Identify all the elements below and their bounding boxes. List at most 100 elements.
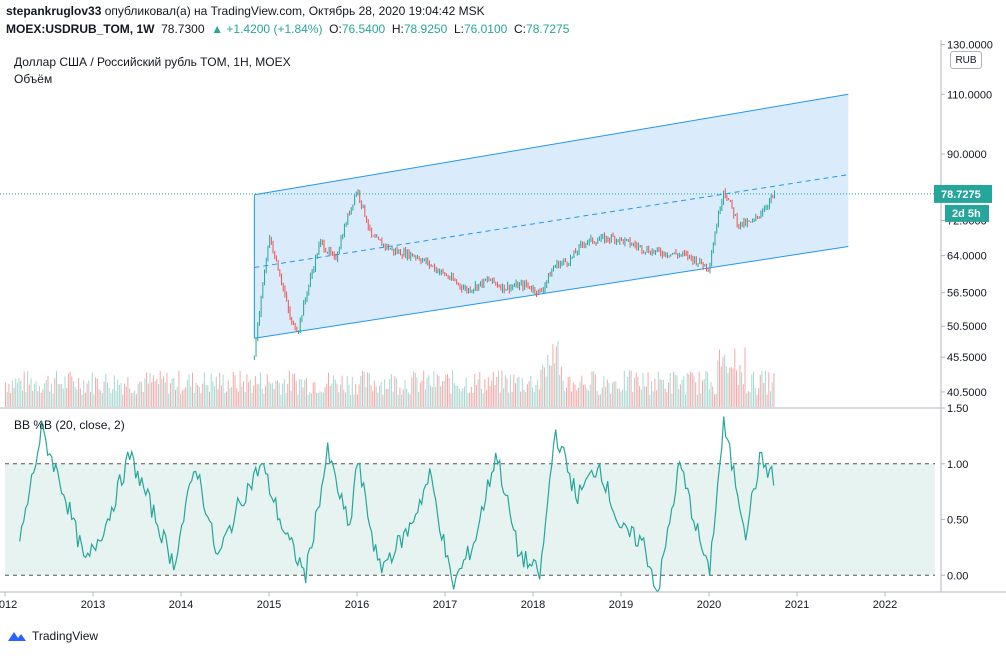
volume-bar [761,370,763,407]
volume-bar [671,393,673,407]
volume-bar [747,391,749,407]
volume-bar [472,393,474,407]
volume-bar [492,372,494,407]
volume-bar [486,390,488,407]
volume-bar [156,379,158,407]
volume-bar [93,394,95,407]
volume-bar [722,357,724,407]
volume-bar [758,388,760,407]
volume-bar [413,371,414,407]
volume-bar [292,373,294,407]
volume-bar [127,377,129,407]
volume-bar [613,381,615,407]
volume-bar [462,388,464,407]
volume-bar [504,375,506,407]
volume-bar [176,387,178,407]
volume-bar [273,388,275,407]
author-name[interactable]: stepankruglov33 [6,4,102,18]
volume-bar [411,377,413,407]
currency-badge[interactable]: RUB [950,51,982,69]
volume-bar [132,392,134,407]
volume-bar [368,373,370,407]
volume-bar [265,386,267,407]
price-channel[interactable] [253,93,849,339]
volume-bar [79,388,81,407]
volume-bar [681,379,683,407]
volume-bar [523,389,525,407]
volume-bar [112,389,114,407]
volume-bar [535,385,537,407]
volume-bar [686,373,688,407]
volume-bar [33,383,35,407]
volume-bar [69,371,71,407]
volume-bar [739,365,741,407]
volume-bar [96,378,98,407]
volume-bar [331,383,333,407]
footer-brand[interactable]: TradingView [6,628,98,644]
volume-bar [370,385,372,407]
volume-bar [190,386,192,407]
symbol-label[interactable]: MOEX:USDRUB_TOM, 1W [6,22,155,36]
volume-bar [147,383,149,407]
volume-bar [647,372,649,407]
volume-bar [464,386,465,407]
volume-bar [717,360,719,407]
volume-bar [528,381,530,407]
volume-bar [350,394,352,407]
volume-bar [649,394,651,407]
pane-title[interactable]: Доллар США / Российский рубль TOM, 1H, M… [14,55,291,69]
volume-bar [212,381,214,407]
volume-bar [229,388,231,407]
volume-bar [103,381,105,407]
volume-bar [294,373,295,407]
volume-bar [448,377,450,407]
volume-bar [207,385,209,407]
volume-bar [390,373,392,407]
volume-bar [540,369,542,407]
volume-bar [380,382,382,407]
volume-bar [188,374,190,407]
volume-bar [307,394,309,407]
volume-bar [130,393,132,407]
volume-bar [178,371,180,407]
volume-bar [433,371,435,407]
volume-bar [450,393,452,407]
volume-bar [554,363,556,407]
volume-bar [234,375,236,407]
indicator-title[interactable]: BB %B (20, close, 2) [14,418,125,432]
volume-bar [416,377,418,407]
volume-bar [110,393,112,407]
volume-bar [487,377,489,407]
volume-bar [115,390,117,407]
volume-bar [402,389,404,407]
volume-bar [498,370,499,407]
channel-mid-line [254,174,849,268]
volume-bar [401,394,403,407]
volume-bar [725,366,727,407]
volume-bar [572,382,574,407]
volume-bar [360,375,362,407]
volume-bar [550,365,552,407]
volume-bar [304,380,306,407]
volume-bar [586,388,588,407]
volume-bar [584,384,586,407]
volume-bar [611,382,613,407]
volume-bar [334,379,336,407]
volume-bar [254,376,256,407]
volume-bar [766,394,768,407]
volume-bar [428,375,430,407]
volume-bar [637,376,639,407]
volume-bar [76,389,78,407]
volume-bar [18,378,20,407]
volume-bar [501,370,503,407]
volume-bar [237,391,239,407]
volume-bar [555,346,557,407]
volume-bar [414,372,416,407]
volume-bar [66,388,68,407]
volume-bar [756,394,758,407]
indicator-tick-label: 0.00 [947,570,968,582]
time-tick-label: 2016 [345,599,369,611]
volume-legend[interactable]: Объём [14,72,53,86]
volume-bar [552,344,554,407]
